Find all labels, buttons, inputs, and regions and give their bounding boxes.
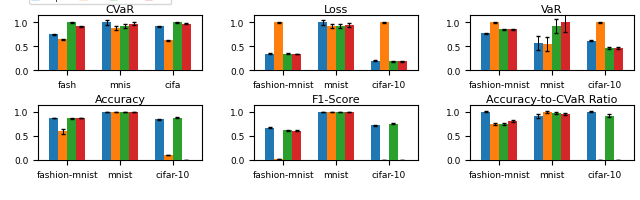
Bar bbox=[490, 124, 499, 160]
Bar bbox=[336, 27, 345, 71]
Bar bbox=[388, 62, 397, 71]
Bar bbox=[543, 112, 552, 160]
Bar bbox=[345, 26, 354, 71]
Bar bbox=[534, 44, 543, 71]
Bar bbox=[587, 41, 596, 71]
Bar bbox=[318, 23, 327, 71]
Bar bbox=[111, 112, 120, 160]
Bar bbox=[397, 62, 406, 71]
Legend: adaptive, cvar, mean, soft: adaptive, cvar, mean, soft bbox=[29, 0, 172, 5]
Bar bbox=[120, 112, 129, 160]
Bar bbox=[102, 112, 111, 160]
Bar bbox=[129, 25, 138, 71]
Bar bbox=[561, 115, 570, 160]
Bar bbox=[266, 54, 275, 71]
Bar bbox=[292, 131, 301, 160]
Bar bbox=[266, 128, 275, 160]
Bar bbox=[481, 112, 490, 160]
Bar bbox=[327, 112, 336, 160]
Bar bbox=[336, 112, 345, 160]
Bar bbox=[605, 48, 614, 71]
Bar bbox=[561, 23, 570, 71]
Bar bbox=[164, 155, 173, 160]
Bar bbox=[58, 132, 67, 160]
Title: Accuracy: Accuracy bbox=[95, 94, 146, 104]
Bar bbox=[380, 23, 388, 71]
Bar bbox=[173, 118, 182, 160]
Bar bbox=[102, 23, 111, 71]
Bar bbox=[327, 27, 336, 71]
Bar bbox=[275, 159, 284, 160]
Bar bbox=[67, 119, 76, 160]
Bar bbox=[596, 23, 605, 71]
Bar bbox=[345, 112, 354, 160]
Bar bbox=[499, 124, 508, 160]
Bar bbox=[614, 48, 623, 71]
Bar bbox=[552, 114, 561, 160]
Bar bbox=[508, 122, 517, 160]
Bar bbox=[371, 61, 380, 71]
Bar bbox=[605, 116, 614, 160]
Bar bbox=[534, 116, 543, 160]
Bar bbox=[275, 23, 284, 71]
Bar bbox=[499, 30, 508, 71]
Bar bbox=[371, 126, 380, 160]
Bar bbox=[76, 27, 85, 71]
Bar bbox=[552, 27, 561, 71]
Bar bbox=[587, 112, 596, 160]
Bar bbox=[182, 25, 191, 71]
Bar bbox=[481, 34, 490, 71]
Bar bbox=[543, 45, 552, 71]
Bar bbox=[155, 120, 164, 160]
Bar bbox=[155, 27, 164, 71]
Title: CVaR: CVaR bbox=[106, 5, 135, 15]
Bar bbox=[120, 27, 129, 71]
Bar bbox=[173, 23, 182, 71]
Bar bbox=[111, 29, 120, 71]
Bar bbox=[292, 55, 301, 71]
Bar bbox=[318, 112, 327, 160]
Bar bbox=[284, 54, 292, 71]
Title: Accuracy-to-CVaR Ratio: Accuracy-to-CVaR Ratio bbox=[486, 94, 618, 104]
Bar bbox=[58, 40, 67, 71]
Bar bbox=[388, 124, 397, 160]
Bar bbox=[164, 41, 173, 71]
Bar bbox=[67, 23, 76, 71]
Bar bbox=[284, 130, 292, 160]
Title: F1-Score: F1-Score bbox=[312, 94, 360, 104]
Title: Loss: Loss bbox=[324, 5, 348, 15]
Bar bbox=[49, 118, 58, 160]
Bar bbox=[490, 23, 499, 71]
Bar bbox=[129, 112, 138, 160]
Bar bbox=[49, 35, 58, 71]
Bar bbox=[76, 118, 85, 160]
Title: VaR: VaR bbox=[541, 5, 563, 15]
Bar bbox=[508, 30, 517, 71]
